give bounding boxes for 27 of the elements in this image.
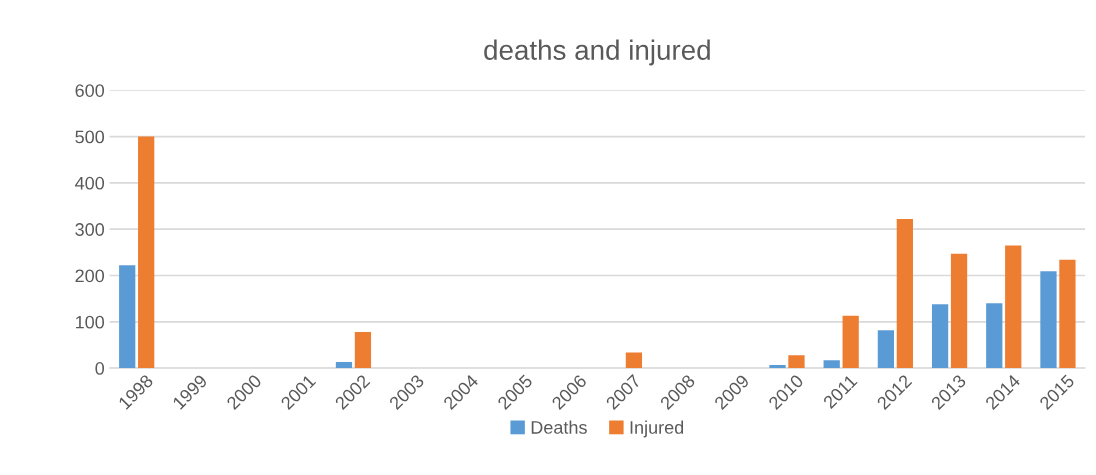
- legend-label: Deaths: [531, 420, 587, 434]
- bar: [950, 253, 968, 369]
- bar: [335, 362, 353, 369]
- bar: [842, 315, 859, 369]
- bar: [877, 330, 895, 369]
- chart-title: deaths and injured: [484, 39, 710, 66]
- bar: [119, 265, 136, 369]
- y-tick-label: 600: [75, 84, 105, 97]
- y-tick-label: 200: [75, 269, 105, 283]
- y-tick-label: 100: [75, 315, 105, 329]
- bar: [1040, 271, 1057, 369]
- y-tick-label: 500: [75, 130, 105, 144]
- y-tick-label: 0: [95, 362, 105, 375]
- y-tick-label: 300: [75, 223, 105, 236]
- bar: [986, 303, 1003, 369]
- bar: [788, 355, 805, 369]
- legend-label: Injured: [630, 420, 684, 438]
- bar: [931, 304, 949, 369]
- bar: [138, 136, 155, 369]
- bar: [1059, 259, 1076, 369]
- bar: [625, 352, 643, 369]
- bar: [1005, 245, 1022, 369]
- bar: [896, 219, 913, 369]
- bar: [769, 364, 786, 369]
- bar: [823, 360, 840, 369]
- bar: [354, 332, 372, 369]
- y-tick-label: 400: [75, 176, 105, 190]
